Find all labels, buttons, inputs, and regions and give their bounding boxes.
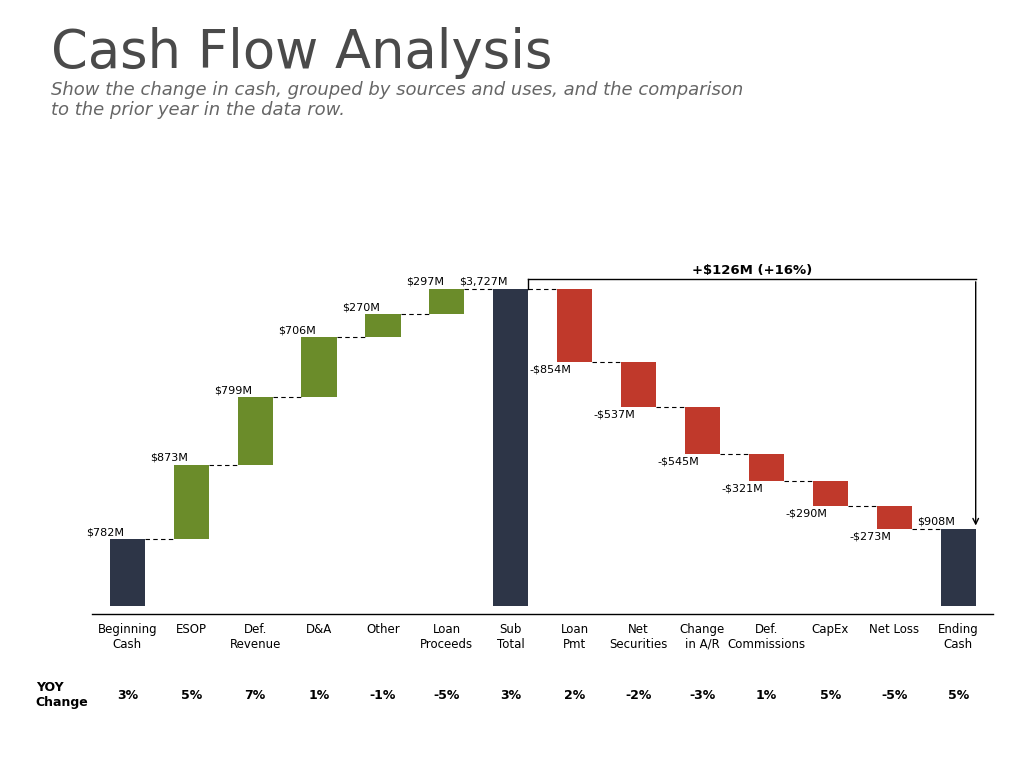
- Text: Cash Flow Analysis: Cash Flow Analysis: [51, 27, 553, 79]
- Text: -3%: -3%: [689, 689, 716, 701]
- Text: 5%: 5%: [180, 689, 202, 701]
- Bar: [366, 314, 400, 337]
- Text: 2%: 2%: [564, 689, 586, 701]
- Text: Show the change in cash, grouped by sources and uses, and the comparison
to the : Show the change in cash, grouped by sour…: [51, 81, 743, 120]
- Text: -5%: -5%: [881, 689, 907, 701]
- Text: $799M: $799M: [214, 385, 252, 395]
- Bar: [877, 505, 911, 529]
- Text: -1%: -1%: [370, 689, 396, 701]
- Text: $873M: $873M: [151, 453, 188, 463]
- Bar: [941, 528, 976, 606]
- Text: -$273M: -$273M: [849, 531, 891, 541]
- Text: -$854M: -$854M: [529, 364, 571, 374]
- Bar: [813, 481, 848, 505]
- Text: $706M: $706M: [279, 325, 315, 335]
- Bar: [429, 290, 465, 314]
- Text: -$545M: -$545M: [657, 456, 699, 466]
- Bar: [685, 407, 720, 454]
- Text: 3%: 3%: [117, 689, 138, 701]
- Text: -5%: -5%: [434, 689, 460, 701]
- Text: 5%: 5%: [819, 689, 841, 701]
- Text: 1%: 1%: [308, 689, 330, 701]
- Bar: [110, 539, 144, 606]
- Text: 7%: 7%: [245, 689, 266, 701]
- Text: -$537M: -$537M: [594, 410, 635, 420]
- Text: -$290M: -$290M: [785, 508, 827, 518]
- Bar: [174, 465, 209, 539]
- Text: $908M: $908M: [918, 516, 955, 526]
- Text: +$126M (+16%): +$126M (+16%): [692, 264, 812, 277]
- Bar: [301, 337, 337, 397]
- Text: $3,727M: $3,727M: [459, 276, 508, 286]
- Bar: [621, 362, 656, 407]
- Text: -2%: -2%: [626, 689, 651, 701]
- Text: $297M: $297M: [406, 276, 443, 286]
- Text: 3%: 3%: [500, 689, 521, 701]
- Text: -$321M: -$321M: [722, 483, 763, 493]
- Bar: [494, 290, 528, 606]
- Bar: [749, 454, 784, 481]
- Bar: [557, 290, 592, 362]
- Text: $270M: $270M: [342, 302, 380, 312]
- Text: $782M: $782M: [86, 527, 124, 537]
- Bar: [238, 397, 272, 465]
- Text: 1%: 1%: [756, 689, 777, 701]
- Text: YOY
Change: YOY Change: [36, 681, 89, 709]
- Text: 5%: 5%: [947, 689, 969, 701]
